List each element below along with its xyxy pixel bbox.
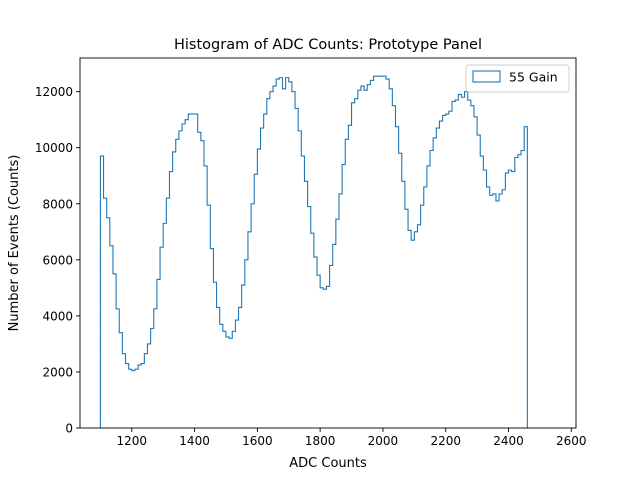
x-tick-label: 2200: [430, 434, 461, 448]
x-tick-label: 1600: [242, 434, 273, 448]
x-tick-label: 1800: [305, 434, 336, 448]
y-axis-label: Number of Events (Counts): [7, 155, 22, 332]
x-tick-label: 2000: [368, 434, 399, 448]
x-axis-ticks: 1200 1400 1600 1800 2000 2200 2400 2600: [117, 428, 587, 448]
x-tick-label: 1200: [117, 434, 148, 448]
y-tick-label: 0: [65, 422, 73, 436]
x-tick-label: 2600: [556, 434, 587, 448]
y-tick-label: 2000: [42, 365, 73, 379]
legend-label: 55 Gain: [509, 70, 558, 85]
y-tick-label: 10000: [35, 141, 73, 155]
histogram-step-line: [99, 75, 528, 428]
y-tick-label: 4000: [42, 309, 73, 323]
y-tick-label: 8000: [42, 197, 73, 211]
legend-swatch: [472, 70, 501, 83]
legend: 55 Gain: [465, 64, 570, 93]
x-tick-label: 1400: [179, 434, 210, 448]
y-tick-label: 12000: [35, 85, 73, 99]
x-tick-label: 2400: [493, 434, 524, 448]
legend-box: [465, 64, 570, 93]
x-axis-label: ADC Counts: [289, 456, 367, 471]
chart-title: Histogram of ADC Counts: Prototype Panel: [174, 37, 482, 53]
y-axis-ticks: 0 2000 4000 6000 8000 10000 12000: [35, 85, 80, 436]
plot-frame: [79, 57, 577, 429]
y-tick-label: 6000: [42, 253, 73, 267]
